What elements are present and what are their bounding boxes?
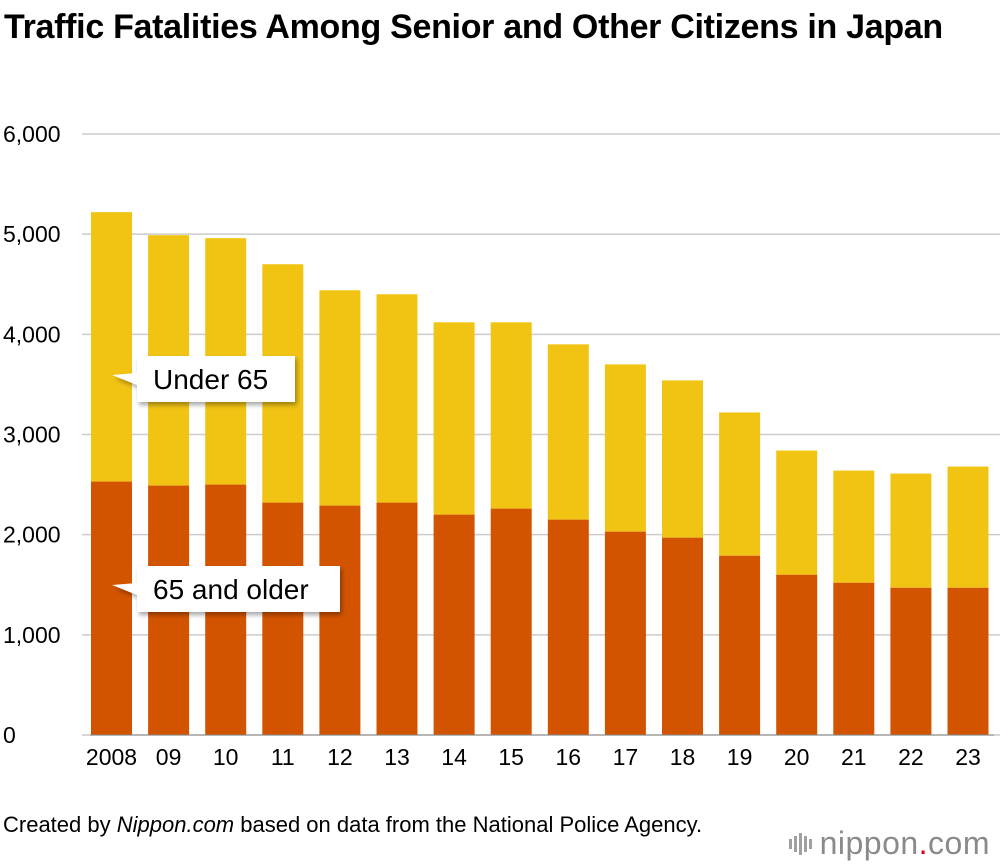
x-tick-label: 22 bbox=[898, 744, 924, 770]
x-tick-label: 09 bbox=[156, 744, 182, 770]
y-axis-ticks: 0 1,000 2,000 3,000 4,000 5,000 6,000 bbox=[3, 121, 61, 748]
x-tick-label: 18 bbox=[670, 744, 696, 770]
x-tick-label: 20 bbox=[784, 744, 810, 770]
bar-under-65 bbox=[433, 322, 475, 515]
y-tick-label: 5,000 bbox=[3, 221, 61, 247]
bar-65-and-older bbox=[947, 587, 989, 735]
series-callouts: Under 65 65 and older bbox=[112, 356, 340, 612]
x-tick-label: 2008 bbox=[86, 744, 137, 770]
logo-wordmark: nippon.com bbox=[820, 825, 990, 862]
bar-65-and-older bbox=[433, 514, 475, 735]
bars bbox=[90, 212, 994, 736]
source-name: Nippon.com bbox=[116, 812, 235, 837]
bar-under-65 bbox=[662, 380, 703, 538]
bar-65-and-older bbox=[719, 555, 761, 735]
source-prefix: Created by bbox=[3, 812, 117, 837]
bar-65-and-older bbox=[833, 582, 875, 735]
bar-65-and-older bbox=[662, 537, 703, 735]
callout-box bbox=[112, 356, 295, 402]
y-tick-label: 4,000 bbox=[3, 321, 61, 347]
logo-dot: . bbox=[918, 825, 929, 861]
x-tick-label: 11 bbox=[271, 744, 295, 770]
y-tick-label: 3,000 bbox=[3, 422, 61, 448]
y-tick-label: 1,000 bbox=[3, 622, 61, 648]
callout-label: 65 and older bbox=[153, 574, 309, 605]
bar-65-and-older bbox=[91, 481, 132, 735]
bar-65-and-older bbox=[890, 587, 932, 735]
x-tick-label: 10 bbox=[213, 744, 239, 770]
y-tick-label: 6,000 bbox=[3, 121, 61, 147]
bar-65-and-older bbox=[319, 505, 361, 735]
bar-under-65 bbox=[376, 294, 418, 503]
bar-65-and-older bbox=[262, 502, 304, 735]
x-tick-label: 21 bbox=[841, 744, 867, 770]
callout-65-and-older bbox=[112, 566, 340, 612]
bar-65-and-older bbox=[547, 519, 589, 735]
callout-under-65 bbox=[112, 356, 295, 402]
bar-65-and-older bbox=[604, 531, 646, 735]
source-note: Created by Nippon.com based on data from… bbox=[3, 810, 703, 839]
bar-under-65 bbox=[890, 473, 932, 588]
bar-under-65 bbox=[833, 470, 875, 583]
x-tick-label: 13 bbox=[384, 744, 410, 770]
x-tick-label: 16 bbox=[556, 744, 582, 770]
x-tick-label: 12 bbox=[327, 744, 353, 770]
bar-65-and-older bbox=[490, 508, 532, 735]
logo-word: nippon bbox=[819, 825, 919, 861]
x-tick-label: 19 bbox=[727, 744, 753, 770]
x-axis-ticks: 2008 09 10 11 12 13 14 15 16 17 18 19 20 21 22 23 bbox=[86, 744, 981, 770]
bar-under-65 bbox=[547, 344, 589, 520]
bar-under-65 bbox=[319, 290, 361, 506]
bar-under-65 bbox=[719, 412, 761, 556]
bar-under-65 bbox=[776, 450, 818, 575]
bar-under-65 bbox=[91, 212, 132, 482]
bar-under-65 bbox=[604, 364, 646, 532]
stacked-bar-chart: 0 1,000 2,000 3,000 4,000 5,000 6,000 2008 09 10… bbox=[3, 121, 1000, 770]
y-tick-label: 0 bbox=[3, 722, 16, 748]
x-tick-label: 23 bbox=[955, 744, 981, 770]
chart-title: Traffic Fatalities Among Senior and Othe… bbox=[4, 8, 943, 46]
logo-tld: com bbox=[928, 825, 990, 861]
nippon-logo: nippon.com bbox=[788, 825, 990, 862]
source-suffix: based on data from the National Police A… bbox=[234, 812, 703, 837]
bar-under-65 bbox=[490, 322, 532, 509]
logo-mark-icon bbox=[788, 832, 812, 855]
callout-box bbox=[112, 566, 340, 612]
x-tick-label: 14 bbox=[441, 744, 467, 770]
y-tick-label: 2,000 bbox=[3, 522, 61, 548]
x-tick-label: 15 bbox=[498, 744, 524, 770]
bar-under-65 bbox=[947, 466, 989, 588]
x-tick-label: 17 bbox=[613, 744, 639, 770]
bar-65-and-older bbox=[376, 502, 418, 735]
callout-label: Under 65 bbox=[153, 364, 268, 395]
bar-65-and-older bbox=[776, 574, 818, 735]
